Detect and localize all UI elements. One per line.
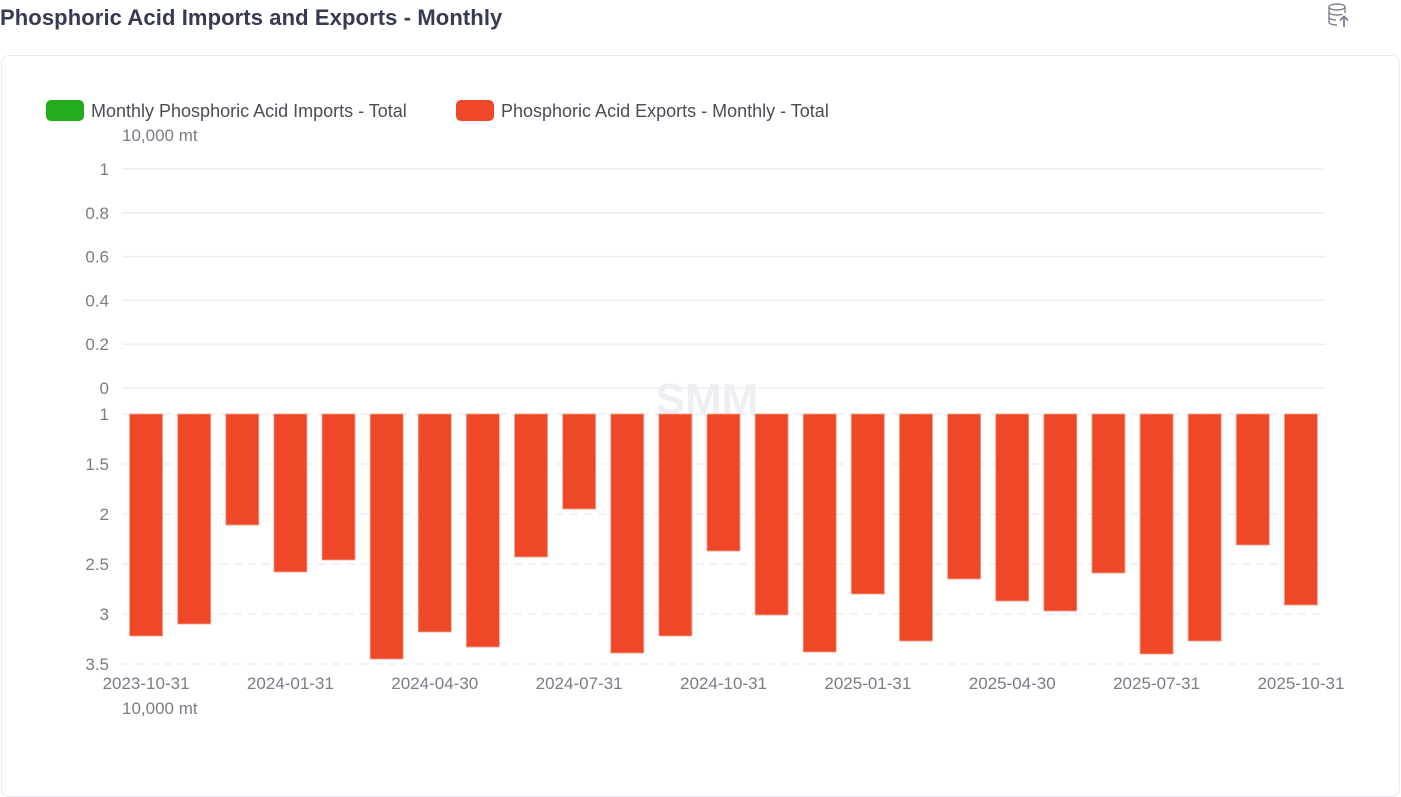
legend-swatch-exports [456, 100, 494, 121]
export-bar[interactable] [899, 413, 933, 642]
export-bar[interactable] [417, 413, 452, 633]
legend-label-exports: Phosphoric Acid Exports - Monthly - Tota… [501, 101, 829, 121]
export-bar[interactable] [706, 413, 741, 552]
upper-y-tick-label: 1 [100, 160, 109, 179]
export-bar[interactable] [562, 413, 597, 510]
export-bar[interactable] [321, 413, 356, 561]
x-tick-label: 2025-01-31 [824, 674, 911, 693]
lower-y-tick-label: 1 [100, 405, 109, 424]
export-bar[interactable] [1139, 413, 1174, 655]
legend-item-exports[interactable]: Phosphoric Acid Exports - Monthly - Tota… [456, 100, 829, 121]
legend-label-imports: Monthly Phosphoric Acid Imports - Total [91, 101, 407, 121]
export-bar[interactable] [1091, 413, 1126, 574]
export-data-button[interactable] [1324, 0, 1358, 34]
export-bar[interactable] [1284, 413, 1318, 606]
upper-y-tick-label: 0 [100, 379, 109, 398]
export-bar[interactable] [369, 413, 404, 660]
x-tick-label: 2024-01-31 [247, 674, 334, 693]
export-bar[interactable] [850, 413, 885, 595]
upper-y-tick-label: 0.2 [85, 335, 109, 354]
database-upload-icon [1328, 3, 1349, 27]
x-tick-label: 2024-04-30 [391, 674, 478, 693]
lower-y-tick-label: 3 [100, 605, 109, 624]
export-bar[interactable] [754, 413, 789, 616]
x-tick-label: 2025-10-31 [1257, 674, 1344, 693]
lower-y-tick-label: 2.5 [85, 555, 109, 574]
export-bar[interactable] [995, 413, 1030, 602]
lower-y-tick-label: 2 [100, 505, 109, 524]
export-bar[interactable] [273, 413, 308, 573]
export-bar[interactable] [225, 413, 260, 526]
x-tick-label: 2023-10-31 [103, 674, 190, 693]
export-bar[interactable] [514, 413, 548, 558]
x-tick-label: 2024-07-31 [536, 674, 623, 693]
x-tick-label: 2025-04-30 [969, 674, 1056, 693]
export-bars [129, 413, 1318, 660]
lower-axis: 1 1.5 2 2.5 3 3.5 [85, 405, 1325, 674]
chart: Monthly Phosphoric Acid Imports - Total … [46, 100, 1345, 718]
export-bar[interactable] [177, 413, 212, 625]
export-bar[interactable] [1043, 413, 1078, 612]
x-tick-label: 2024-10-31 [680, 674, 767, 693]
lower-y-tick-label: 1.5 [85, 455, 109, 474]
export-bar[interactable] [610, 413, 645, 654]
export-bar[interactable] [465, 413, 500, 648]
upper-axis-unit: 10,000 mt [122, 126, 198, 145]
lower-y-tick-label: 3.5 [85, 655, 109, 674]
x-tick-label: 2025-07-31 [1113, 674, 1200, 693]
export-bar[interactable] [1187, 413, 1222, 642]
legend-item-imports[interactable]: Monthly Phosphoric Acid Imports - Total [46, 100, 407, 121]
page-title: Phosphoric Acid Imports and Exports - Mo… [0, 5, 503, 30]
upper-y-tick-label: 0.4 [85, 291, 109, 310]
legend-swatch-imports [46, 100, 84, 121]
upper-axis: 1 0.8 0.6 0.4 0.2 0 [85, 160, 1325, 398]
export-bar[interactable] [658, 413, 693, 637]
upper-y-tick-label: 0.8 [85, 204, 109, 223]
export-bar[interactable] [1235, 413, 1270, 546]
x-axis-labels: 2023-10-31 2024-01-31 2024-04-30 2024-07-31… [103, 674, 1345, 693]
legend: Monthly Phosphoric Acid Imports - Total … [46, 100, 829, 121]
export-bar[interactable] [947, 413, 981, 580]
export-bar[interactable] [129, 413, 163, 637]
lower-axis-unit: 10,000 mt [122, 699, 198, 718]
export-bar[interactable] [802, 413, 837, 653]
upper-y-tick-label: 0.6 [85, 248, 109, 267]
